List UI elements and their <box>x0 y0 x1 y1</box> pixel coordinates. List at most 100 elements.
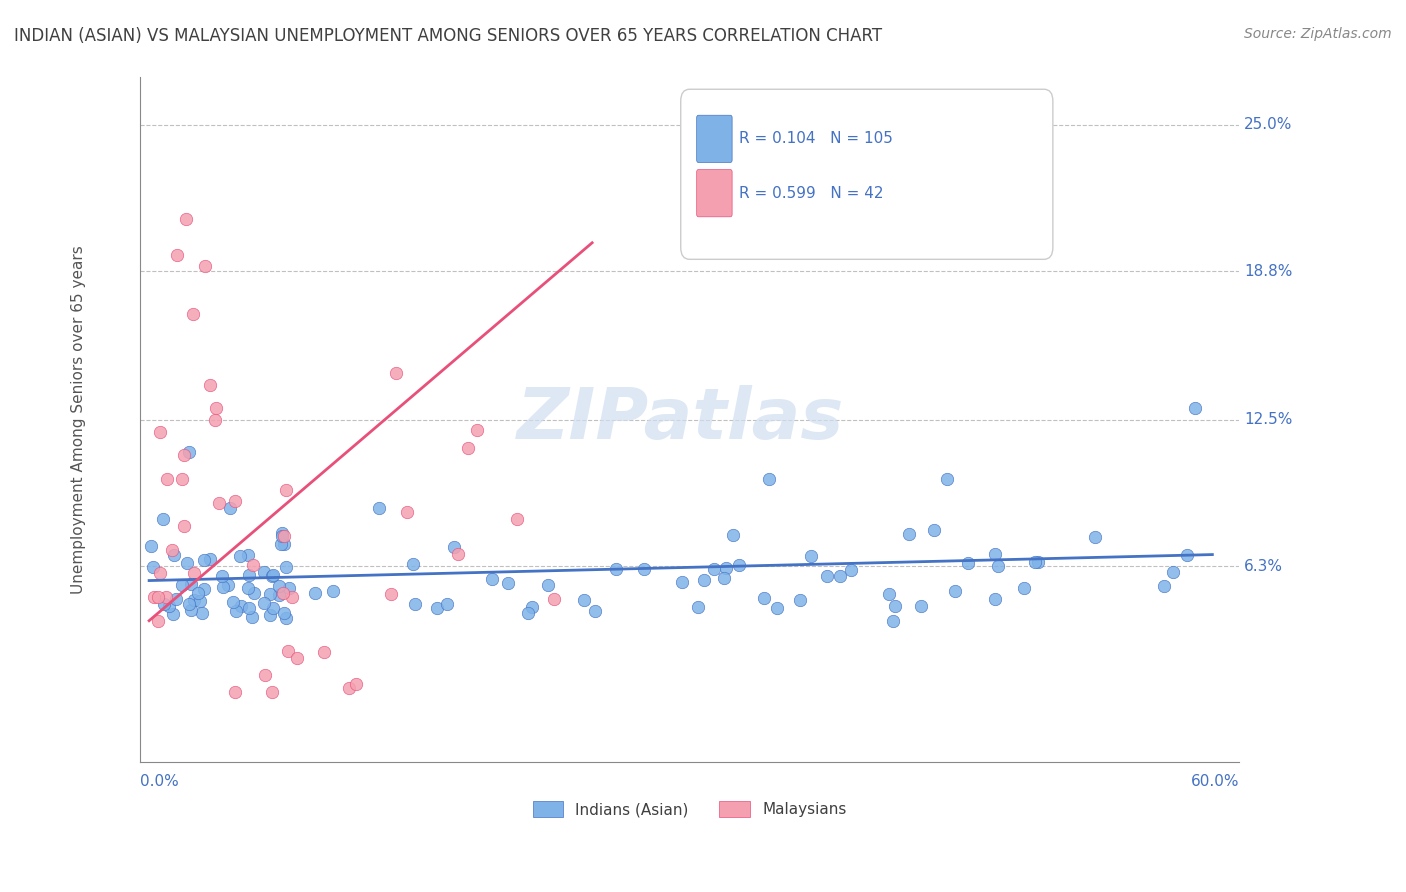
Point <box>211 580 233 594</box>
Point <box>180 577 202 591</box>
Point <box>1161 566 1184 580</box>
Point <box>207 495 229 509</box>
Point <box>200 377 222 392</box>
Point <box>1024 555 1046 569</box>
Point <box>181 307 204 321</box>
Point <box>170 472 193 486</box>
Point <box>238 601 260 615</box>
Point <box>253 668 276 682</box>
Point <box>543 591 565 606</box>
Point <box>270 529 292 543</box>
Point <box>183 592 205 607</box>
Point <box>148 425 170 439</box>
Point <box>443 540 465 554</box>
Point <box>156 472 179 486</box>
Point <box>193 582 215 596</box>
Point <box>671 574 693 589</box>
Point <box>276 610 298 624</box>
Point <box>285 651 308 665</box>
Point <box>465 424 488 438</box>
Point <box>274 483 297 497</box>
Point <box>153 597 176 611</box>
Point <box>162 542 184 557</box>
Point <box>367 500 389 515</box>
Point <box>1184 401 1206 416</box>
Point <box>259 587 281 601</box>
Point <box>520 599 543 614</box>
Point <box>714 561 737 575</box>
Point <box>278 581 301 595</box>
Point <box>447 548 470 562</box>
Point <box>633 562 655 576</box>
Point <box>198 552 221 566</box>
Point <box>572 593 595 607</box>
Text: R = 0.104   N = 105: R = 0.104 N = 105 <box>740 131 893 146</box>
Point <box>274 560 297 574</box>
Point <box>882 614 904 628</box>
Point <box>404 597 426 611</box>
Point <box>273 528 295 542</box>
Point <box>170 577 193 591</box>
Point <box>922 523 945 537</box>
Point <box>877 587 900 601</box>
Point <box>498 576 520 591</box>
Point <box>789 593 811 607</box>
Point <box>173 449 195 463</box>
Point <box>260 684 283 698</box>
Point <box>984 591 1007 606</box>
Point <box>273 606 295 620</box>
Point <box>194 260 217 274</box>
Point <box>236 581 259 595</box>
Point <box>897 526 920 541</box>
Point <box>686 599 709 614</box>
Text: Source: ZipAtlas.com: Source: ZipAtlas.com <box>1244 27 1392 41</box>
Point <box>271 586 294 600</box>
Text: 60.0%: 60.0% <box>1191 774 1239 789</box>
Point <box>304 586 326 600</box>
Point <box>238 567 260 582</box>
Point <box>385 366 408 380</box>
Point <box>344 677 367 691</box>
Legend: Indians (Asian), Malaysians: Indians (Asian), Malaysians <box>527 795 852 823</box>
Point <box>193 552 215 566</box>
Text: 12.5%: 12.5% <box>1244 412 1292 427</box>
Point <box>240 610 263 624</box>
Point <box>1153 579 1175 593</box>
Point <box>260 569 283 583</box>
Point <box>910 599 932 613</box>
Text: 18.8%: 18.8% <box>1244 264 1292 278</box>
Point <box>935 472 957 486</box>
Text: Unemployment Among Seniors over 65 years: Unemployment Among Seniors over 65 years <box>70 245 86 594</box>
Point <box>166 247 188 261</box>
Point <box>693 573 716 587</box>
Point <box>219 501 242 516</box>
Point <box>758 472 780 486</box>
Point <box>815 568 838 582</box>
Point <box>174 212 197 227</box>
Point <box>142 560 165 574</box>
Point <box>800 549 823 564</box>
Point <box>436 597 458 611</box>
Point <box>1026 555 1049 569</box>
Point <box>583 605 606 619</box>
Point <box>956 556 979 570</box>
Point <box>225 604 247 618</box>
Text: 25.0%: 25.0% <box>1244 117 1292 132</box>
Point <box>253 565 276 579</box>
Point <box>190 606 212 620</box>
Point <box>703 562 725 576</box>
Point <box>163 549 186 563</box>
Point <box>337 681 360 695</box>
Point <box>830 569 852 583</box>
Point <box>506 512 529 526</box>
Point <box>262 568 284 582</box>
Point <box>143 590 166 604</box>
Point <box>766 601 789 615</box>
Point <box>322 584 344 599</box>
Point <box>267 579 290 593</box>
Point <box>396 505 419 519</box>
Point <box>204 413 226 427</box>
Point <box>721 527 744 541</box>
FancyBboxPatch shape <box>697 169 733 217</box>
Point <box>211 569 233 583</box>
